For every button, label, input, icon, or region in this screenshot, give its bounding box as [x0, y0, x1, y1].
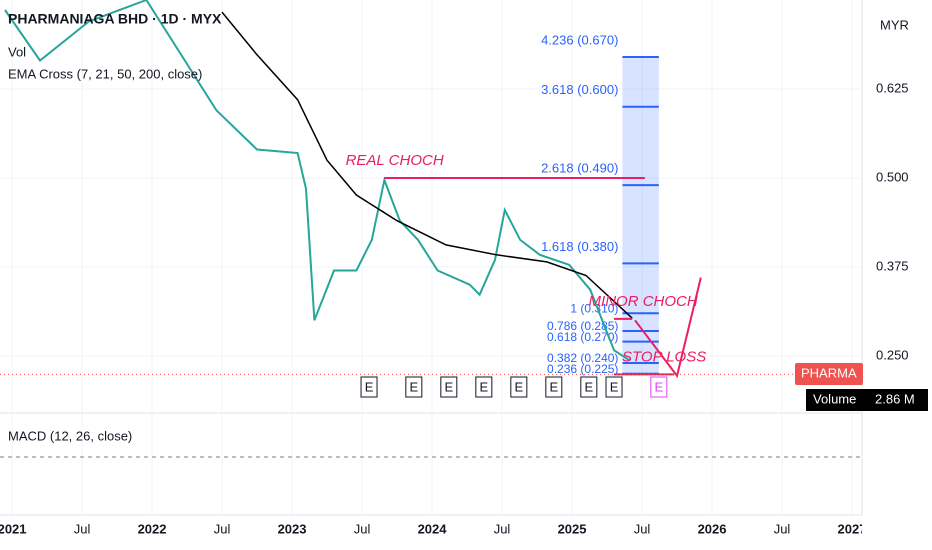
x-tick-label: 2021 [0, 521, 27, 536]
x-tick-label: Jul [494, 521, 511, 536]
fib-box [622, 56, 659, 374]
chart-title: PHARMANIAGA BHD · 1D · MYX [8, 11, 222, 27]
fib-label: 4.236 (0.670) [541, 32, 618, 47]
indicator-label: Vol [8, 44, 26, 59]
x-tick-label: 2026 [698, 521, 727, 536]
volume-value: 2.86 M [875, 391, 915, 406]
fib-label: 0.618 (0.270) [547, 330, 618, 344]
earnings-box [510, 376, 528, 398]
earnings-label: E [444, 379, 453, 394]
annotation-text: REAL CHOCH [346, 152, 444, 169]
fib-label: 1.618 (0.380) [541, 239, 618, 254]
x-tick-label: 2024 [418, 521, 448, 536]
fib-label: 3.618 (0.600) [541, 82, 618, 97]
axis-corner [862, 516, 932, 550]
volume-box [806, 389, 928, 411]
y-tick-label: 0.625 [876, 80, 909, 95]
earnings-label: E [654, 379, 663, 394]
earnings-label: E [365, 379, 374, 394]
earnings-label: E [549, 379, 558, 394]
earnings-box [405, 376, 423, 398]
volume-label: Volume [813, 391, 856, 406]
earnings-box [440, 376, 458, 398]
projection [634, 277, 702, 379]
y-tick-label: 0.250 [876, 347, 909, 362]
x-tick-label: Jul [74, 521, 91, 536]
fib-label: 1 (0.310) [570, 301, 618, 315]
x-tick-label: 2027 [838, 521, 867, 536]
earnings-box [360, 376, 378, 398]
earnings-label: E [409, 379, 418, 394]
earnings-label: E [610, 379, 619, 394]
y-tick-label: 0.375 [876, 258, 909, 273]
y-tick-label: 0.500 [876, 169, 909, 184]
fib-label: 0.382 (0.240) [547, 351, 618, 365]
earnings-box [650, 376, 668, 398]
annotation-text: STOP LOSS [622, 348, 706, 365]
fib-label: 2.618 (0.490) [541, 161, 618, 176]
earnings-box [605, 376, 623, 398]
price-line [221, 11, 633, 319]
x-tick-label: Jul [354, 521, 371, 536]
fib-label: 0.786 (0.285) [547, 319, 618, 333]
earnings-box [475, 376, 493, 398]
earnings-label: E [514, 379, 523, 394]
macd-title: MACD (12, 26, close) [8, 428, 132, 443]
indicator-label: EMA Cross (7, 21, 50, 200, close) [8, 66, 202, 81]
x-tick-label: 2025 [558, 521, 587, 536]
earnings-label: E [479, 379, 488, 394]
price-axis [862, 0, 932, 550]
currency: MYR [880, 17, 909, 32]
earnings-box [580, 376, 598, 398]
fib-label: 0.236 (0.225) [547, 362, 618, 376]
symbol-label: PHARMA [801, 365, 857, 380]
x-tick-label: 2023 [278, 521, 307, 536]
x-tick-label: Jul [214, 521, 231, 536]
x-tick-label: 2022 [138, 521, 167, 536]
x-tick-label: Jul [774, 521, 791, 536]
x-tick-label: Jul [634, 521, 651, 536]
symbol-box [795, 363, 863, 385]
earnings-box [545, 376, 563, 398]
price-line [4, 0, 630, 362]
earnings-label: E [584, 379, 593, 394]
annotation-text: MINOR CHOCH [589, 293, 698, 310]
